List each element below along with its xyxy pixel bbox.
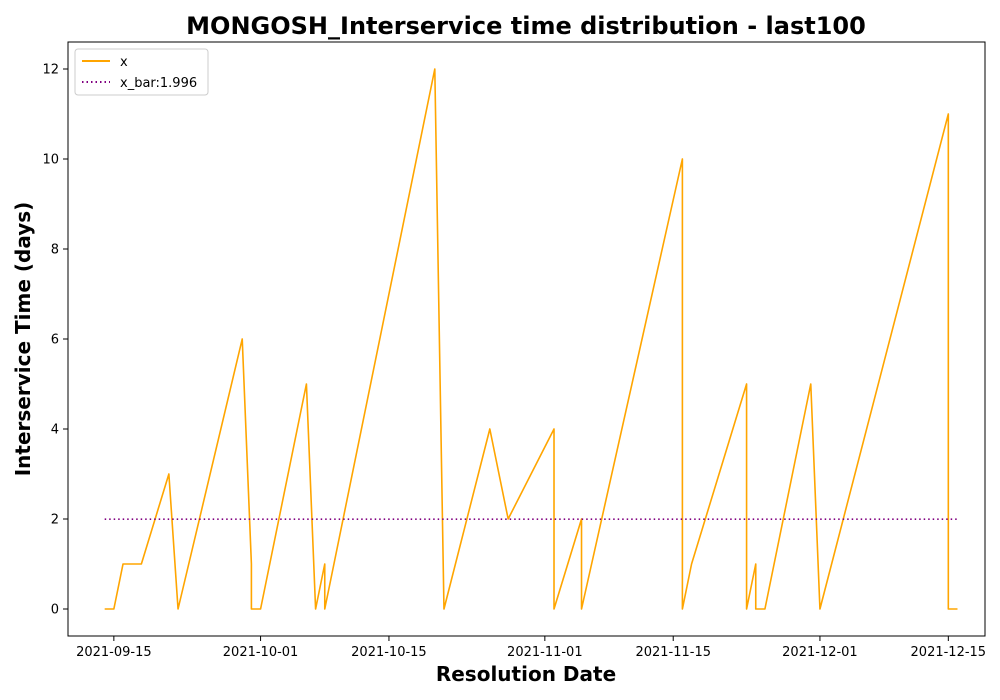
y-tick-label: 12: [42, 63, 59, 78]
chart-title: MONGOSH_Interservice time distribution -…: [186, 12, 866, 40]
x-tick-label: 2021-10-01: [223, 645, 299, 660]
plot-area-frame: [67, 41, 986, 637]
legend: x x_bar:1.996: [74, 48, 209, 96]
y-tick-label: 8: [51, 243, 59, 258]
legend-label-x-bar: x_bar:1.996: [120, 76, 197, 91]
x-tick-label: 2021-12-15: [911, 645, 987, 660]
x-axis-ticks: 2021-09-15 2021-10-01 2021-10-15 2021-11-01…: [76, 636, 986, 660]
y-tick-label: 6: [51, 333, 59, 348]
y-axis-ticks: 0 2 4 6 8 10 12: [42, 63, 68, 618]
x-tick-label: 2021-11-01: [507, 645, 583, 660]
y-tick-label: 10: [42, 153, 59, 168]
x-tick-label: 2021-12-01: [782, 645, 858, 660]
x-tick-label: 2021-09-15: [76, 645, 152, 660]
x-tick-label: 2021-11-15: [635, 645, 711, 660]
series-line-x: [104, 68, 958, 610]
legend-label-x: x: [120, 55, 128, 70]
y-tick-label: 0: [51, 603, 59, 618]
x-tick-label: 2021-10-15: [351, 645, 427, 660]
series-layer: [104, 68, 958, 610]
y-axis-label: Interservice Time (days): [11, 202, 35, 477]
y-tick-label: 2: [51, 513, 59, 528]
x-axis-label: Resolution Date: [436, 662, 616, 686]
y-tick-label: 4: [51, 423, 59, 438]
